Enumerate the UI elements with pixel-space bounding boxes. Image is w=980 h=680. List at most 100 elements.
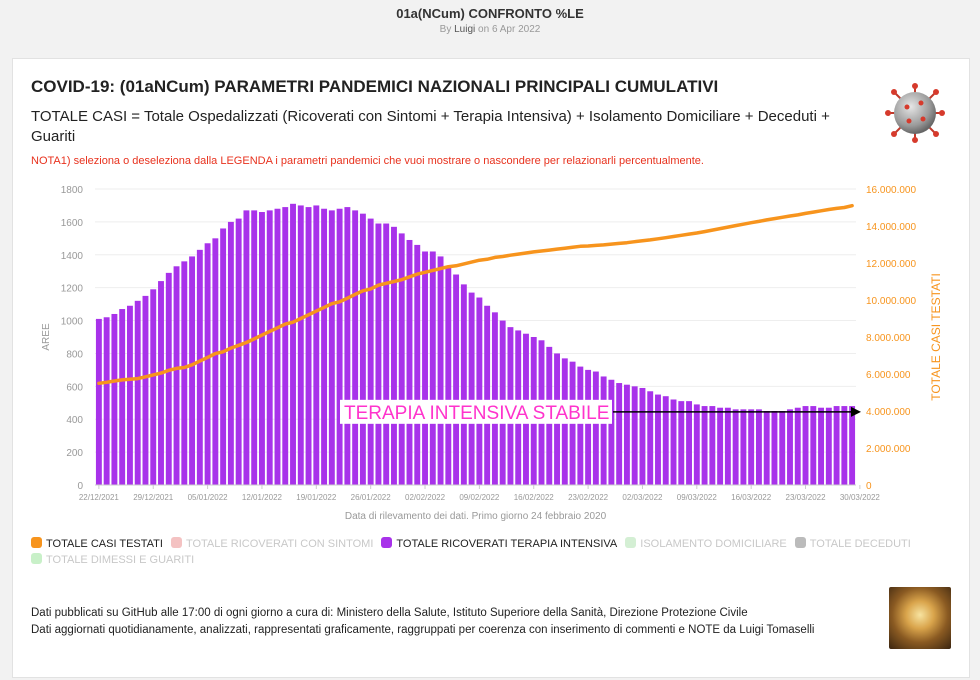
- bar: [724, 407, 731, 485]
- bar: [251, 210, 258, 485]
- x-tick-label: 19/01/2022: [296, 493, 337, 502]
- x-tick-label: 30/03/2022: [840, 493, 881, 502]
- footer: Dati pubblicati su GitHub alle 17:00 di …: [31, 605, 815, 639]
- bar: [383, 223, 390, 486]
- bar: [282, 207, 289, 486]
- y-tick-right: 4.000.000: [866, 407, 911, 418]
- bar: [266, 210, 273, 485]
- x-tick-label: 26/01/2022: [351, 493, 392, 502]
- bar: [849, 406, 856, 485]
- y-tick-left: 0: [77, 481, 83, 492]
- bar: [305, 207, 312, 486]
- y-tick-right: 16.000.000: [866, 185, 916, 196]
- y-tick-left: 1000: [61, 317, 84, 328]
- legend-item[interactable]: TOTALE DIMESSI E GUARITI: [31, 552, 194, 568]
- bar: [398, 233, 405, 485]
- x-tick-label: 22/12/2021: [79, 493, 120, 502]
- bar: [631, 386, 638, 485]
- bar: [111, 313, 118, 485]
- legend-label: TOTALE RICOVERATI CON SINTOMI: [185, 538, 374, 550]
- bar: [158, 281, 164, 485]
- y-tick-right: 8.000.000: [866, 333, 911, 344]
- x-tick-label: 02/02/2022: [405, 493, 446, 502]
- byline: By Luigi on 6 Apr 2022: [0, 24, 980, 35]
- bar: [95, 318, 102, 485]
- bar: [740, 409, 747, 485]
- bar: [608, 379, 615, 485]
- legend-item[interactable]: TOTALE CASI TESTATI: [31, 536, 163, 552]
- legend-swatch: [794, 537, 806, 548]
- bar: [235, 218, 242, 485]
- annotation-text: TERAPIA INTENSIVA STABILE: [344, 403, 609, 424]
- y-tick-left: 200: [66, 448, 83, 459]
- y-tick-left: 1400: [61, 251, 84, 262]
- bar: [693, 404, 700, 485]
- bar: [391, 226, 397, 486]
- bar: [429, 251, 436, 485]
- legend-item[interactable]: TOTALE DECEDUTI: [794, 536, 911, 552]
- bar: [476, 297, 483, 485]
- author-link[interactable]: Luigi: [454, 24, 476, 35]
- bar: [375, 223, 382, 486]
- y-axis-label-left: AREE: [41, 323, 52, 351]
- x-tick-label: 05/01/2022: [188, 493, 229, 502]
- legend-item[interactable]: ISOLAMENTO DOMICILIARE: [625, 536, 787, 552]
- bar: [196, 249, 203, 485]
- bar: [344, 207, 351, 486]
- bar: [755, 409, 762, 485]
- legend-label: TOTALE DECEDUTI: [809, 538, 911, 550]
- bar: [359, 213, 366, 485]
- legend-item[interactable]: TOTALE RICOVERATI TERAPIA INTENSIVA: [381, 536, 617, 552]
- bar: [189, 256, 196, 485]
- coronavirus-icon: [885, 83, 945, 143]
- bar: [484, 305, 491, 485]
- bar: [678, 401, 685, 485]
- legend-label: TOTALE DIMESSI E GUARITI: [46, 554, 195, 566]
- bar: [600, 376, 607, 485]
- x-tick-label: 16/03/2022: [731, 493, 772, 502]
- legend-label: TOTALE CASI TESTATI: [46, 538, 163, 550]
- bar: [297, 205, 304, 485]
- legend-note: NOTA1) seleziona o deseleziona dalla LEG…: [31, 155, 704, 167]
- bar: [204, 243, 211, 485]
- bar: [181, 261, 188, 485]
- legend-swatch: [31, 553, 42, 564]
- y-tick-right: 6.000.000: [866, 370, 911, 381]
- bar: [670, 399, 677, 485]
- y-tick-left: 1800: [61, 185, 84, 196]
- legend-item[interactable]: TOTALE RICOVERATI CON SINTOMI: [170, 536, 374, 552]
- bar: [810, 406, 817, 485]
- bar: [771, 411, 778, 485]
- x-tick-label: 16/02/2022: [514, 493, 555, 502]
- legend: TOTALE CASI TESTATI TOTALE RICOVERATI CON…: [31, 536, 931, 568]
- bar: [833, 406, 840, 485]
- y-tick-right: 0: [866, 481, 872, 492]
- y-axis-label-right: TOTALE CASI TESTATI: [929, 273, 943, 401]
- bar: [732, 409, 739, 485]
- x-tick-label: 23/02/2022: [568, 493, 609, 502]
- bar: [227, 221, 234, 485]
- y-tick-left: 800: [66, 349, 83, 360]
- bar: [709, 406, 716, 485]
- chart: 0 200 400 600 800 1000 1200 1400 1600 1800 0 2.000.…: [41, 185, 943, 522]
- bar: [173, 266, 180, 485]
- bar: [779, 411, 786, 485]
- footer-credits: Dati aggiornati quotidianamente, analizz…: [31, 624, 815, 636]
- bar: [150, 289, 157, 485]
- bar: [616, 383, 623, 485]
- bar: [592, 371, 599, 485]
- author-avatar[interactable]: [889, 587, 951, 649]
- bar: [787, 409, 793, 485]
- legend-swatch: [625, 537, 637, 548]
- bar: [437, 256, 444, 485]
- byline-prefix: By: [439, 24, 452, 35]
- series-line-totale-casi-testati: [97, 203, 854, 386]
- x-tick-label: 09/03/2022: [677, 493, 718, 502]
- legend-label: ISOLAMENTO DOMICILIARE: [640, 538, 787, 550]
- bar: [468, 292, 475, 485]
- bar: [414, 244, 421, 485]
- bar: [662, 396, 669, 485]
- bar: [717, 407, 724, 485]
- y-tick-left: 400: [66, 415, 83, 426]
- bar: [701, 406, 708, 485]
